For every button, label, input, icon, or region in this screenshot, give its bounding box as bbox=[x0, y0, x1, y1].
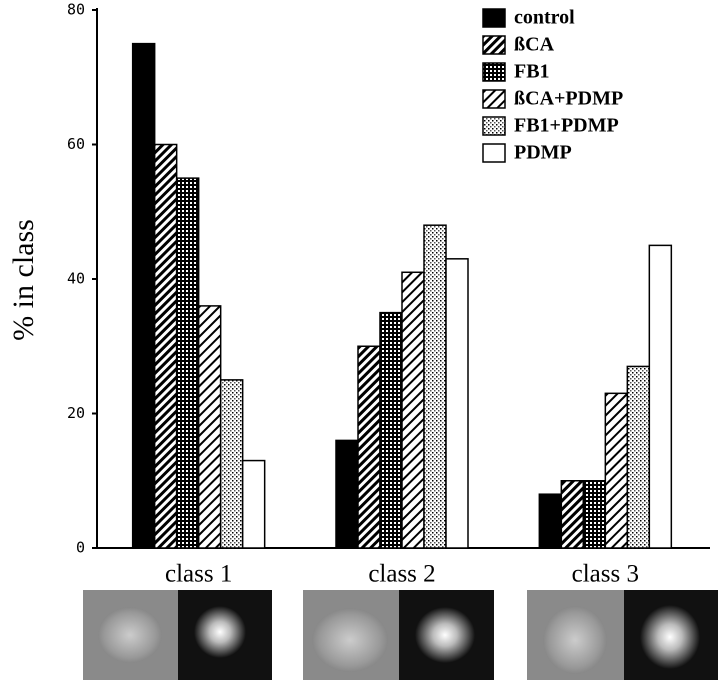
x-tick-label: class 2 bbox=[368, 561, 435, 588]
cell bbox=[194, 606, 246, 658]
cell bbox=[415, 607, 475, 663]
y-axis-label: % in class bbox=[7, 219, 40, 341]
cell bbox=[98, 607, 162, 663]
x-tick-label: class 3 bbox=[572, 561, 639, 588]
bar bbox=[357, 345, 381, 549]
bar bbox=[175, 177, 200, 549]
bar bbox=[153, 143, 178, 549]
bar bbox=[219, 379, 244, 549]
bar bbox=[241, 459, 266, 549]
legend-swatch bbox=[482, 143, 506, 163]
y-tick-label: 80 bbox=[67, 1, 85, 19]
bar bbox=[626, 365, 651, 549]
y-tick-label: 20 bbox=[67, 404, 85, 422]
legend-swatch bbox=[482, 8, 506, 28]
bar bbox=[131, 42, 156, 549]
bar bbox=[335, 439, 359, 549]
micrographs bbox=[83, 590, 718, 680]
bar bbox=[604, 392, 629, 549]
bar bbox=[582, 480, 607, 549]
cell bbox=[312, 608, 388, 672]
legend-swatch bbox=[482, 116, 506, 136]
cell bbox=[543, 606, 607, 674]
bar bbox=[648, 244, 673, 549]
y-tick-label: 60 bbox=[67, 135, 85, 153]
bar bbox=[560, 480, 585, 549]
y-tick-label: 0 bbox=[76, 539, 85, 557]
cell bbox=[640, 605, 700, 669]
legend-label: FB1+PDMP bbox=[514, 115, 619, 137]
x-tick-label: class 1 bbox=[165, 561, 232, 588]
bar bbox=[445, 258, 469, 549]
legend-label: ßCA+PDMP bbox=[514, 88, 623, 110]
bar bbox=[423, 224, 447, 549]
y-tick-label: 40 bbox=[67, 270, 85, 288]
legend-swatch bbox=[482, 89, 506, 109]
bar bbox=[538, 493, 563, 549]
bar bbox=[197, 305, 222, 549]
legend-label: PDMP bbox=[514, 142, 572, 164]
bar bbox=[379, 311, 403, 549]
legend-label: FB1 bbox=[514, 61, 550, 83]
legend-label: ßCA bbox=[514, 34, 555, 56]
legend-swatch bbox=[482, 35, 506, 55]
bar bbox=[401, 271, 425, 549]
legend-label: control bbox=[514, 7, 575, 29]
legend-swatch bbox=[482, 62, 506, 82]
